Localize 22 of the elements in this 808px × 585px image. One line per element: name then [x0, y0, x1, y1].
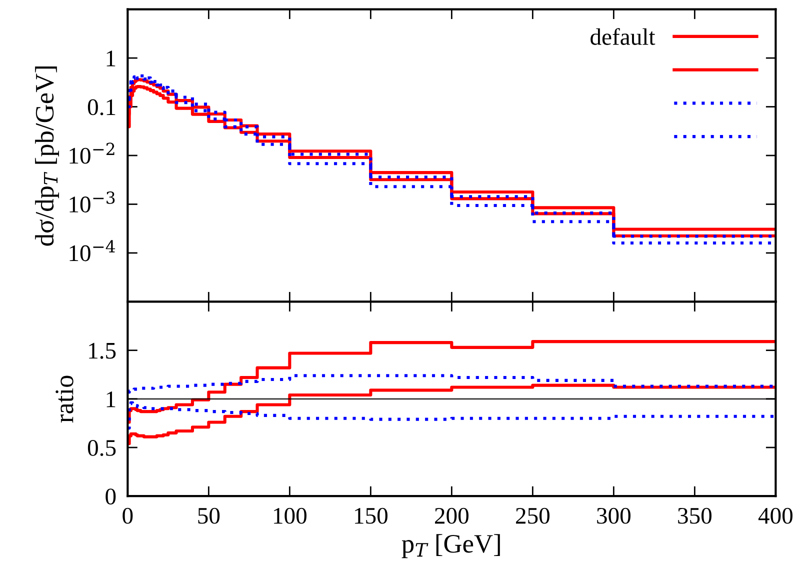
- y-tick-label: 0.5: [88, 440, 116, 456]
- x-tick-label: 200: [435, 508, 468, 524]
- y-tick-label: 1: [106, 392, 116, 408]
- y-tick-label: 10$^{−4}$: [70, 240, 116, 262]
- y-tick-label: 0: [106, 488, 116, 505]
- x-tick-label: 350: [678, 508, 712, 524]
- x-tick-label: 300: [597, 508, 630, 524]
- x-tick-label: 250: [516, 508, 550, 524]
- y-tick-label: 10$^{−2}$: [70, 142, 114, 164]
- x-axis-title: p$_{T}$ [GeV]: [402, 534, 500, 558]
- y-axis-title: dσ/dp$_{T}$ [pb/GeV]: [35, 66, 59, 246]
- y-tick-label: 1: [106, 50, 116, 66]
- y-tick-label: 0.1: [88, 99, 116, 116]
- x-tick-label: 50: [198, 508, 220, 524]
- y-tick-label: 10$^{−3}$: [70, 191, 115, 212]
- y-axis-title: ratio: [56, 376, 74, 423]
- x-tick-label: 150: [355, 508, 388, 524]
- y-tick-label: 1.5: [89, 342, 116, 359]
- x-tick-label: 100: [274, 508, 306, 524]
- x-tick-label: 400: [758, 508, 792, 524]
- legend-label: default: [590, 28, 656, 45]
- x-tick-label: 0: [122, 508, 133, 524]
